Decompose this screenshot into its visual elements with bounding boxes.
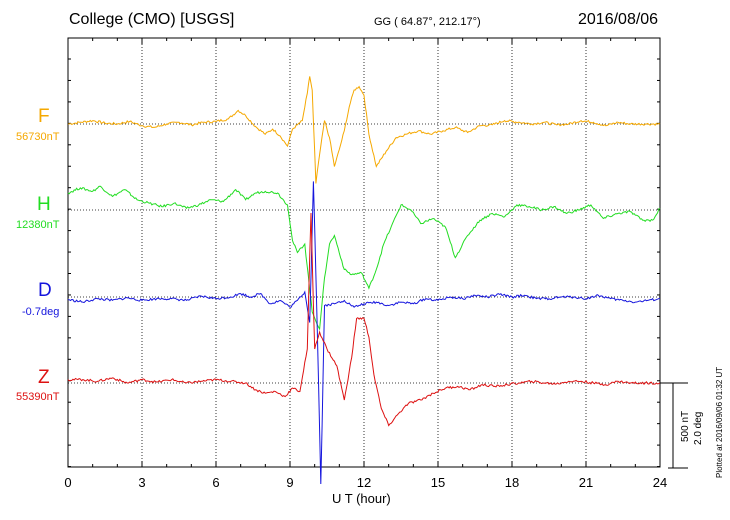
- x-tick-label-6: 6: [212, 475, 219, 490]
- x-tick-label-9: 9: [286, 475, 293, 490]
- x-tick-label-3: 3: [138, 475, 145, 490]
- x-axis-label: U T (hour): [332, 491, 391, 506]
- channel-baseline-d: -0.7deg: [22, 306, 60, 318]
- channel-label-z: Z: [38, 367, 50, 388]
- channel-baseline-z: 55390nT: [16, 391, 60, 403]
- channel-label-h: H: [37, 194, 51, 215]
- series-line-D: [67, 181, 661, 485]
- channel-label-f: F: [38, 106, 50, 127]
- plot-frame: [67, 37, 661, 468]
- channel-baseline-f: 56730nT: [16, 131, 60, 143]
- scale-label-nt: 500 nT: [680, 410, 691, 442]
- station-title: College (CMO) [USGS]: [69, 11, 235, 28]
- series-line-H: [67, 185, 661, 331]
- channel-baseline-h: 12380nT: [16, 219, 60, 231]
- x-tick-label-21: 21: [579, 475, 593, 490]
- scale-label-deg: 2.0 deg: [693, 411, 704, 445]
- plotted-timestamp: Plotted at 2016/09/06 01:32 UT: [715, 366, 724, 478]
- series-lines: [67, 76, 661, 485]
- station-coords: GG ( 64.87°, 212.17°): [374, 16, 481, 28]
- plot-date: 2016/08/06: [578, 11, 659, 28]
- x-tick-label-15: 15: [431, 475, 445, 490]
- plot-grid: [141, 38, 587, 467]
- x-ticks: 0 3 6 9 12 15 18 21 24: [64, 38, 667, 490]
- scale-bar: [660, 382, 688, 469]
- channel-label-d: D: [38, 280, 52, 301]
- x-tick-label-0: 0: [64, 475, 71, 490]
- series-line-F: [67, 76, 661, 184]
- x-tick-label-24: 24: [653, 475, 667, 490]
- x-tick-label-18: 18: [505, 475, 519, 490]
- x-tick-label-12: 12: [357, 475, 371, 490]
- series-line-Z: [67, 212, 661, 427]
